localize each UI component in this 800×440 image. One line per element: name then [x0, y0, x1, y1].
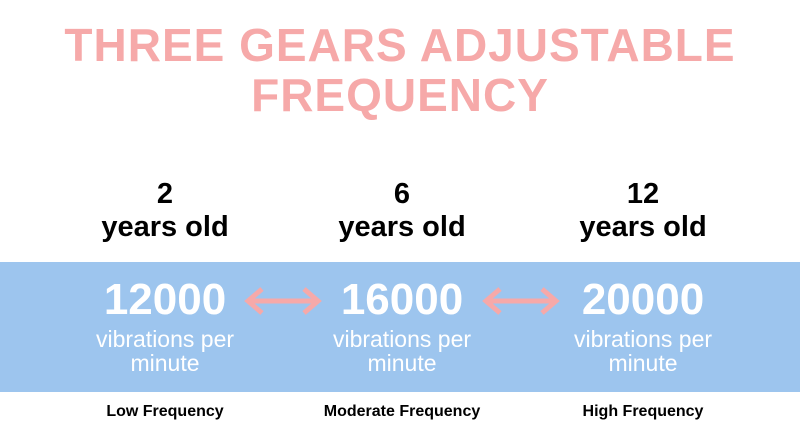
frequency-value: 12000: [103, 275, 227, 324]
frequency-level: Moderate Frequency: [323, 403, 481, 420]
frequency-band: [0, 262, 800, 392]
frequency-value: 20000: [581, 275, 705, 324]
frequency-level: Low Frequency: [106, 403, 224, 420]
age-value: 12: [626, 178, 660, 210]
arrow-shape: [244, 287, 322, 315]
frequency-unit: vibrations per minute: [332, 326, 472, 376]
age-unit: years old: [101, 211, 229, 243]
arrow: [482, 287, 560, 315]
frequency-level: High Frequency: [582, 403, 704, 420]
age-unit: years old: [579, 211, 707, 243]
frequency-unit: vibrations per minute: [573, 326, 713, 376]
age-value: 2: [156, 178, 174, 210]
title-line: FREQUENCY: [251, 69, 549, 121]
age-unit: years old: [338, 211, 466, 243]
age-value: 6: [393, 178, 411, 210]
arrow: [244, 287, 322, 315]
frequency-unit: vibrations per minute: [95, 326, 235, 376]
frequency-value: 16000: [340, 275, 464, 324]
arrow-shape: [482, 287, 560, 315]
title-line: THREE GEARS ADJUSTABLE: [64, 19, 736, 71]
